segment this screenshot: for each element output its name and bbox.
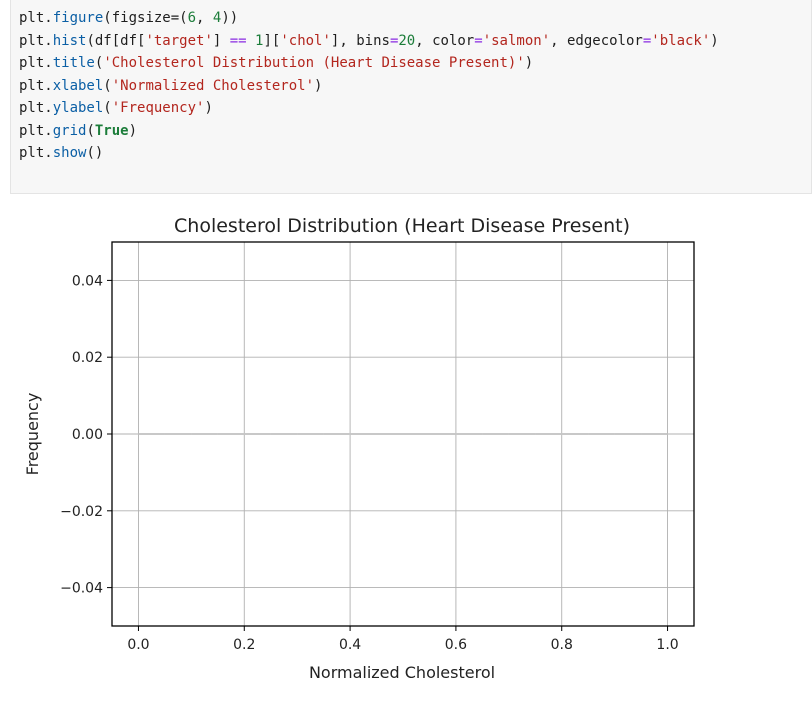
code-token: 'black' [651,32,711,49]
code-token: , edgecolor [550,32,643,49]
chart-title: Cholesterol Distribution (Heart Disease … [174,215,630,237]
histogram-bars [138,433,668,435]
y-axis-label: Frequency [23,393,42,476]
histogram-bar [429,433,456,435]
code-token: ) [128,122,138,139]
code-token: 'Cholesterol Distribution (Heart Disease… [103,55,525,71]
histogram-bar [191,433,218,435]
code-line: plt.show() [19,142,103,164]
code-token: (df[df[ [86,32,146,49]
code-token: 4 [212,10,222,26]
histogram-bar [508,433,536,435]
histogram-bar [614,433,642,435]
x-axis-ticks: 0.0 0.2 0.4 0.6 0.8 1.0 [127,626,679,653]
code-line: plt.figure(figsize=(6, 4)) [19,7,238,29]
code-token: 'Frequency' [111,100,205,116]
code-token: 'target' [145,32,213,49]
y-tick-label: −0.04 [60,581,103,597]
histogram-bar [323,433,351,435]
code-token: = [642,32,652,49]
histogram-bar [482,433,509,435]
code-token: 20 [398,32,416,49]
code-cell[interactable]: plt.figure(figsize=(6, 4)) plt.hist(df[df… [10,0,812,194]
code-token: ], bins [330,32,390,49]
x-tick-label: 0.6 [445,637,467,653]
code-line: plt.grid(True) [19,120,137,142]
code-token: )) [221,10,239,26]
histogram-bar [376,433,403,435]
code-token: grid [52,122,87,139]
x-axis-label: Normalized Cholesterol [309,663,495,682]
code-token: ( [94,55,104,71]
code-token: ) [710,32,719,49]
x-tick-label: 0.4 [339,637,361,653]
histogram-bar [138,433,165,435]
code-line: plt.title('Cholesterol Distribution (Hea… [19,52,533,74]
code-token: ( [103,77,112,94]
histogram-bar [641,433,668,435]
y-axis-ticks: 0.04 0.02 0.00 −0.02 −0.04 [60,273,112,597]
histogram-bar [350,433,377,435]
code-token: ] [212,32,230,49]
code-token: ylabel [52,100,104,116]
histogram-chart: Cholesterol Distribution (Heart Disease … [23,215,695,682]
plot-output: Cholesterol Distribution (Heart Disease … [0,194,812,703]
code-token: show [52,145,87,161]
histogram-bar [403,433,430,435]
x-tick-label: 0.8 [551,637,573,653]
histogram-bar [535,433,562,435]
code-token: ( [103,100,112,116]
code-token: ) [204,100,213,116]
code-token: () [86,145,104,161]
histogram-bar [244,433,271,435]
y-tick-label: −0.02 [60,504,103,520]
histogram-bar [270,433,298,435]
code-line: plt.ylabel('Frequency') [19,97,213,119]
code-line: plt.hist(df[df['target'] == 1]['chol'], … [19,30,719,52]
x-tick-label: 0.0 [127,637,149,653]
code-token: 6 [187,10,197,26]
code-token: xlabel [52,77,104,94]
code-token: 1 [255,32,264,49]
y-tick-label: 0.04 [72,273,103,289]
code-token: plt. [19,77,53,94]
code-token: figure [52,10,104,26]
code-token: == [229,32,247,49]
histogram-bar [164,433,192,435]
histogram-bar [217,433,245,435]
code-token: , color [415,32,475,49]
histogram-bar [297,433,324,435]
code-token: plt. [19,145,53,161]
code-line: plt.xlabel('Normalized Cholesterol') [19,75,322,97]
code-token: 'salmon' [482,32,551,49]
code-token: plt. [19,10,53,26]
code-token: ) [524,55,534,71]
histogram-bar [588,433,615,435]
histogram-bar [561,433,589,435]
code-token: True [94,122,129,139]
x-tick-label: 0.2 [233,637,255,653]
code-token: 'chol' [280,32,331,49]
code-token: ) [314,77,323,94]
code-token: ( [86,122,95,139]
code-token: plt. [19,55,53,71]
code-token: plt. [19,100,53,116]
code-token: = [389,32,399,49]
code-token: = [474,32,483,49]
code-token: title [52,55,95,71]
y-tick-label: 0.00 [72,427,103,443]
x-tick-label: 1.0 [656,637,678,653]
code-token: hist [52,32,87,49]
code-token: 'Normalized Cholesterol' [111,77,315,94]
code-token: plt. [19,122,53,139]
histogram-bar [455,433,483,435]
code-token: ][ [263,32,281,49]
code-token: , [196,10,213,26]
y-tick-label: 0.02 [72,350,103,366]
code-token: plt. [19,32,53,49]
code-token: (figsize=( [103,10,188,26]
code-token [247,33,255,49]
